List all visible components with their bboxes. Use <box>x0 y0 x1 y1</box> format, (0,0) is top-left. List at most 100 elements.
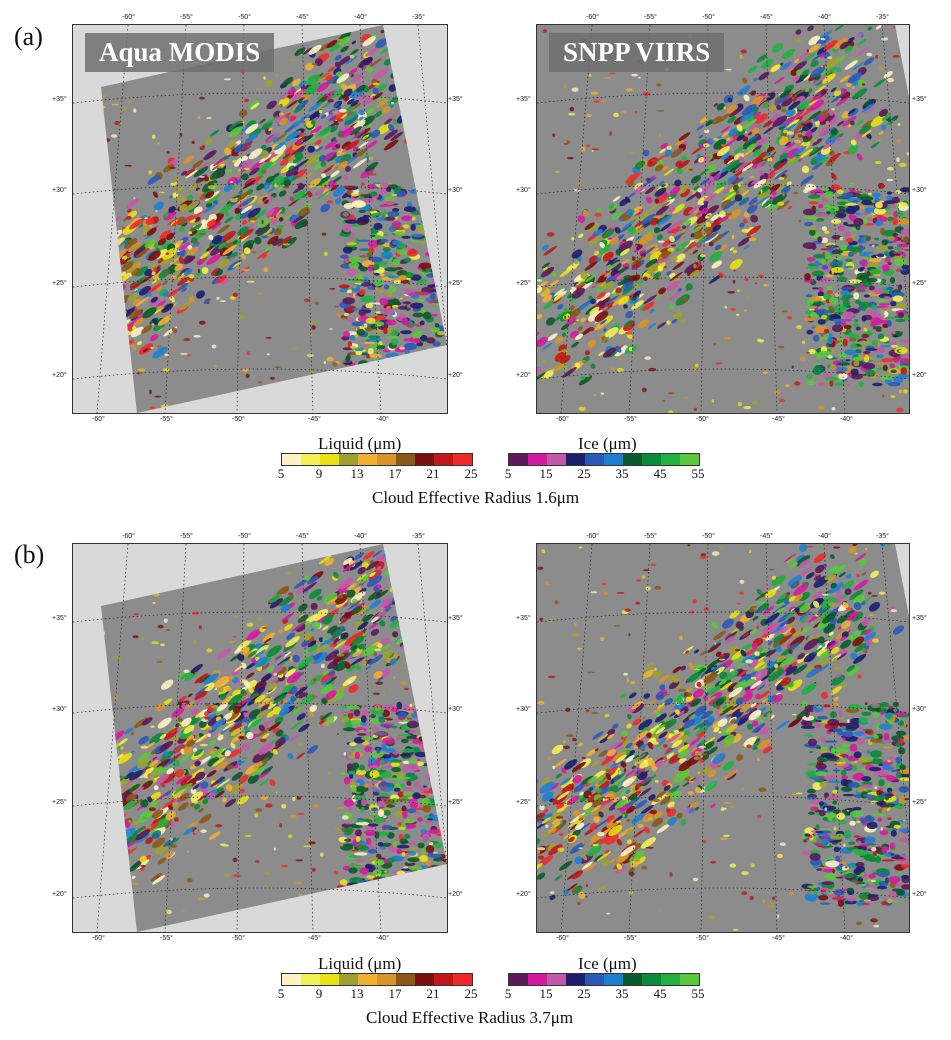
lat-tick-left: +35° <box>516 96 531 103</box>
legend-liquid-bar <box>281 973 473 986</box>
legend-ice-bar <box>508 453 700 466</box>
legend-swatch <box>547 974 566 985</box>
legend-tick-label: 45 <box>653 466 667 481</box>
legend-tick-label: 21 <box>426 466 440 481</box>
lat-tick-left: +35° <box>52 96 67 103</box>
lon-tick-top: -60° <box>122 14 135 21</box>
lon-tick-top: -40° <box>354 14 367 21</box>
lon-tick-top: -55° <box>180 14 193 21</box>
lon-tick-bottom: -40° <box>840 416 853 423</box>
legend-tick-label: 55 <box>691 986 705 1001</box>
legend-swatch <box>661 454 680 465</box>
lat-tick-left: +25° <box>516 280 531 287</box>
lat-tick-right: +35° <box>912 615 927 622</box>
lon-tick-bottom: -50° <box>696 935 709 942</box>
lat-tick-right: +35° <box>448 615 463 622</box>
lon-tick-top: -45° <box>760 14 773 21</box>
legend-tick-label: 13 <box>350 466 364 481</box>
map-graphic <box>73 544 447 932</box>
panel-a-modis-map: Aqua MODIS <box>72 24 448 414</box>
legend-tick-label: 5 <box>277 466 285 481</box>
legend-liquid-bar <box>281 453 473 466</box>
lon-tick-bottom: -60° <box>556 935 569 942</box>
panel-a-viirs-map: SNPP VIIRS <box>536 24 910 414</box>
lon-tick-top: -35° <box>412 14 425 21</box>
legend-tick-label: 15 <box>539 986 553 1001</box>
lon-tick-bottom: -55° <box>624 416 637 423</box>
lon-tick-bottom: -60° <box>92 416 105 423</box>
map-graphic <box>537 25 909 413</box>
lon-tick-top: -45° <box>760 533 773 540</box>
map-graphic <box>537 544 909 932</box>
legend-tick-label: 21 <box>426 986 440 1001</box>
legend-swatch <box>623 974 642 985</box>
legend-tick-label: 35 <box>615 466 629 481</box>
lon-tick-bottom: -45° <box>308 416 321 423</box>
lon-tick-top: -55° <box>644 533 657 540</box>
lat-tick-right: +25° <box>912 280 927 287</box>
lon-tick-top: -40° <box>818 533 831 540</box>
lon-tick-top: -50° <box>238 14 251 21</box>
panel-b-caption: Cloud Effective Radius 3.7μm <box>366 1008 574 1027</box>
legend-swatch <box>415 974 434 985</box>
lat-tick-left: +20° <box>52 372 67 379</box>
legend-swatch <box>396 454 415 465</box>
legend-swatch <box>642 454 661 465</box>
lon-tick-bottom: -60° <box>556 416 569 423</box>
legend-swatch <box>453 974 472 985</box>
lat-tick-right: +30° <box>912 187 927 194</box>
lat-tick-right: +35° <box>912 96 927 103</box>
lon-tick-top: -50° <box>238 533 251 540</box>
legend-tick-label: 45 <box>653 986 667 1001</box>
lat-tick-right: +25° <box>448 280 463 287</box>
lon-tick-bottom: -50° <box>696 416 709 423</box>
lat-tick-left: +35° <box>52 615 67 622</box>
legend-ice-title: Ice (μm) <box>578 954 637 973</box>
legend-tick-label: 5 <box>277 986 285 1001</box>
legend-tick-label: 35 <box>615 986 629 1001</box>
legend-swatch <box>661 974 680 985</box>
legend-tick-label: 17 <box>388 466 402 481</box>
lon-tick-top: -55° <box>644 14 657 21</box>
legend-swatch <box>282 454 301 465</box>
legend-tick-label: 25 <box>464 466 478 481</box>
lat-tick-right: +25° <box>912 799 927 806</box>
legend-tick-label: 15 <box>539 466 553 481</box>
legend-tick-label: 25 <box>577 986 591 1001</box>
lat-tick-left: +20° <box>516 372 531 379</box>
legend-swatch <box>434 454 453 465</box>
lat-tick-left: +25° <box>52 799 67 806</box>
legend-tick-label: 9 <box>315 986 323 1001</box>
lon-tick-top: -60° <box>586 533 599 540</box>
legend-swatch <box>396 974 415 985</box>
legend-swatch <box>320 454 339 465</box>
lat-tick-left: +30° <box>516 187 531 194</box>
legend-liquid-title: Liquid (μm) <box>318 434 402 453</box>
legend-swatch <box>604 454 623 465</box>
lat-tick-right: +20° <box>448 891 463 898</box>
lat-tick-right: +30° <box>448 706 463 713</box>
legend-swatch <box>642 974 661 985</box>
lat-tick-right: +25° <box>448 799 463 806</box>
lat-tick-right: +20° <box>448 372 463 379</box>
legend-swatch <box>566 454 585 465</box>
legend-swatch <box>509 454 528 465</box>
legend-swatch <box>680 974 699 985</box>
lon-tick-bottom: -55° <box>160 935 173 942</box>
legend-tick-label: 25 <box>464 986 478 1001</box>
lon-tick-top: -60° <box>586 14 599 21</box>
legend-tick-label: 9 <box>315 466 323 481</box>
legend-tick-label: 13 <box>350 986 364 1001</box>
legend-liquid-title: Liquid (μm) <box>318 954 402 973</box>
lon-tick-top: -35° <box>412 533 425 540</box>
legend-swatch <box>547 454 566 465</box>
panel-a-caption: Cloud Effective Radius 1.6μm <box>372 488 580 507</box>
lat-tick-left: +20° <box>52 891 67 898</box>
lon-tick-top: -50° <box>702 14 715 21</box>
legend-tick-label: 5 <box>504 466 512 481</box>
lon-tick-bottom: -50° <box>232 935 245 942</box>
lat-tick-right: +20° <box>912 891 927 898</box>
map-title-label: SNPP VIIRS <box>549 33 725 72</box>
lon-tick-bottom: -55° <box>624 935 637 942</box>
legend-swatch <box>320 974 339 985</box>
